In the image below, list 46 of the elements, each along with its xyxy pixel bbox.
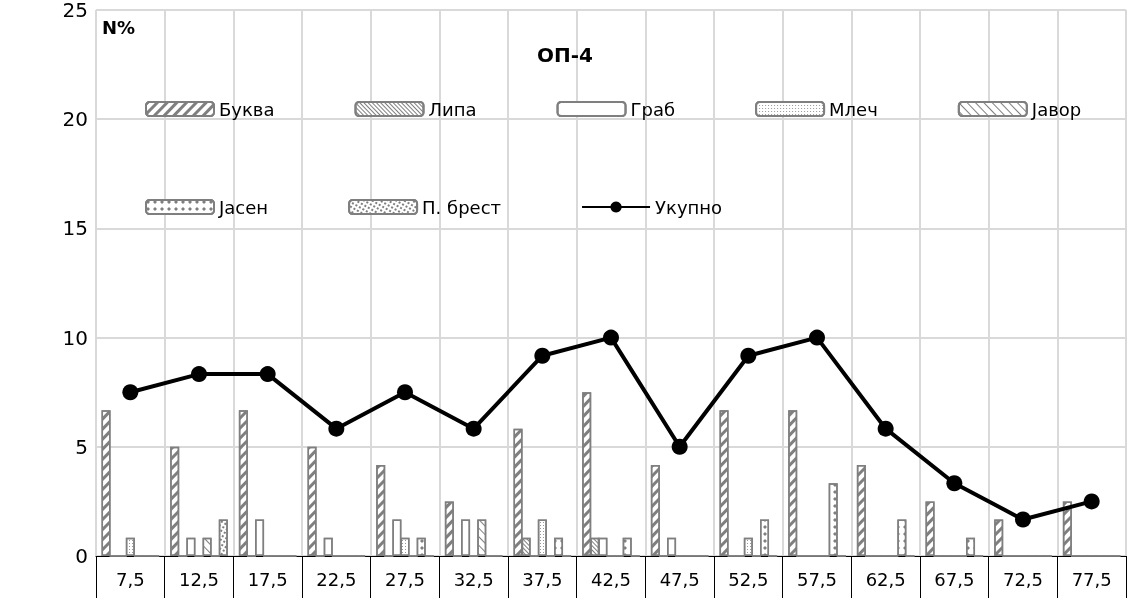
point	[465, 420, 482, 437]
point	[259, 366, 276, 383]
x-tick-label: 77,5	[1071, 568, 1112, 590]
legend-label: Липа	[428, 98, 477, 120]
x-tick-label: 67,5	[934, 568, 975, 590]
point	[191, 366, 207, 383]
legend-label: Јавор	[1030, 98, 1082, 120]
x-tick-label: 72,5	[1002, 568, 1044, 590]
point	[671, 438, 688, 455]
legend-label: Укупно	[655, 196, 723, 218]
text: ОП-4	[537, 43, 593, 67]
point	[877, 420, 894, 437]
point	[740, 347, 757, 364]
y-tick-label: 20	[62, 107, 88, 132]
legend-label: Граб	[630, 98, 676, 120]
point	[946, 475, 963, 492]
y-axis-title: N%	[102, 16, 136, 38]
legend-label: Јасен	[218, 196, 269, 218]
x-tick-label: 47,5	[659, 568, 700, 590]
point	[328, 420, 345, 437]
point	[603, 329, 619, 346]
x-tick-label: 42,5	[590, 568, 632, 590]
x-tick-label: 57,5	[796, 568, 838, 590]
point	[397, 384, 413, 401]
x-tick-label: 7,5	[116, 568, 145, 590]
x-tick-label: 37,5	[522, 568, 563, 590]
x-tick-label: 27,5	[384, 568, 426, 590]
point	[534, 347, 551, 364]
y-tick-label: 5	[75, 434, 88, 459]
y-tick-label: 10	[62, 325, 88, 350]
point	[122, 384, 139, 401]
x-tick-label: 17,5	[247, 568, 288, 590]
point	[809, 329, 825, 346]
x-tick-label: 62,5	[865, 568, 906, 590]
legend-label: Млеч	[829, 98, 878, 120]
legend-label: Буква	[219, 98, 275, 120]
y-tick-label: 15	[62, 216, 88, 241]
x-tick-label: 22,5	[316, 568, 357, 590]
point	[1083, 493, 1100, 510]
x-tick-label: 32,5	[453, 568, 494, 590]
legend-label: П. брест	[422, 196, 502, 218]
x-tick-label: 12,5	[178, 568, 220, 590]
y-tick-label: 25	[62, 0, 88, 22]
x-tick-label: 52,5	[728, 568, 769, 590]
y-tick-label: 0	[75, 544, 88, 568]
point	[1015, 511, 1031, 528]
